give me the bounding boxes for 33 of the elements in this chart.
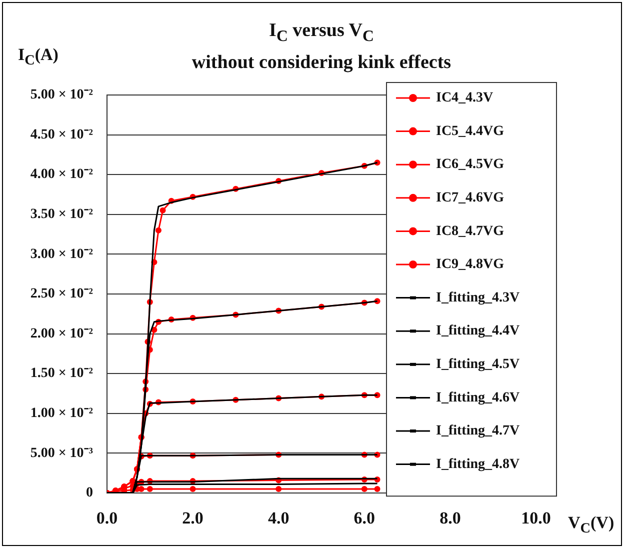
y-tick-label: 5.00 × 10⁻² xyxy=(30,88,93,103)
x-tick-label: 6.0 xyxy=(354,508,376,528)
y-tick-label: 3.50 × 10⁻² xyxy=(30,207,93,222)
legend-label: IC7_4.6VG xyxy=(436,190,504,206)
legend-label: I_fitting_4.3V xyxy=(436,290,520,306)
x-tick-label: 8.0 xyxy=(440,508,461,528)
y-tick-label: 3.00 × 10⁻² xyxy=(30,246,93,262)
y-tick-label: 2.00 × 10⁻² xyxy=(30,326,93,342)
legend-label: I_fitting_4.7V xyxy=(436,424,520,439)
y-tick-label: 0 xyxy=(86,486,93,501)
legend-label: I_fitting_4.6V xyxy=(436,390,520,406)
legend-label: I_fitting_4.4V xyxy=(436,324,520,339)
legend-label: IC9_4.8VG xyxy=(436,257,504,272)
chart-subtitle: without considering kink effects xyxy=(190,52,452,74)
y-axis-title: I$_{C}$(A) xyxy=(18,45,58,70)
legend-label: IC4_4.3V xyxy=(436,90,494,106)
y-tick-label: 1.50 × 10⁻² xyxy=(30,366,93,382)
legend-label: IC8_4.7VG xyxy=(436,224,504,239)
y-tick-label: 4.00 × 10⁻² xyxy=(30,167,93,182)
x-tick-label: 2.0 xyxy=(182,508,204,528)
y-tick-label: 2.50 × 10⁻² xyxy=(30,286,93,302)
y-tick-label: 5.00 × 10⁻³ xyxy=(30,446,93,461)
x-tick-label: 4.0 xyxy=(268,508,290,528)
legend-label: I_fitting_4.8V xyxy=(436,456,520,472)
y-tick-label: 4.50 × 10⁻² xyxy=(30,127,93,142)
chart-title: I$_{C}$ versus V$_{C}$ xyxy=(268,20,375,46)
legend-label: I_fitting_4.5V xyxy=(436,357,520,372)
y-tick-label: 1.00 × 10⁻² xyxy=(30,406,93,422)
legend-label: IC6_4.5VG xyxy=(436,157,504,172)
legend-label: IC5_4.4VG xyxy=(436,124,504,139)
x-tick-label: 0.0 xyxy=(96,508,118,528)
x-axis-title: V$_{C}$(V) xyxy=(568,513,614,538)
x-tick-label: 10.0 xyxy=(521,508,551,528)
